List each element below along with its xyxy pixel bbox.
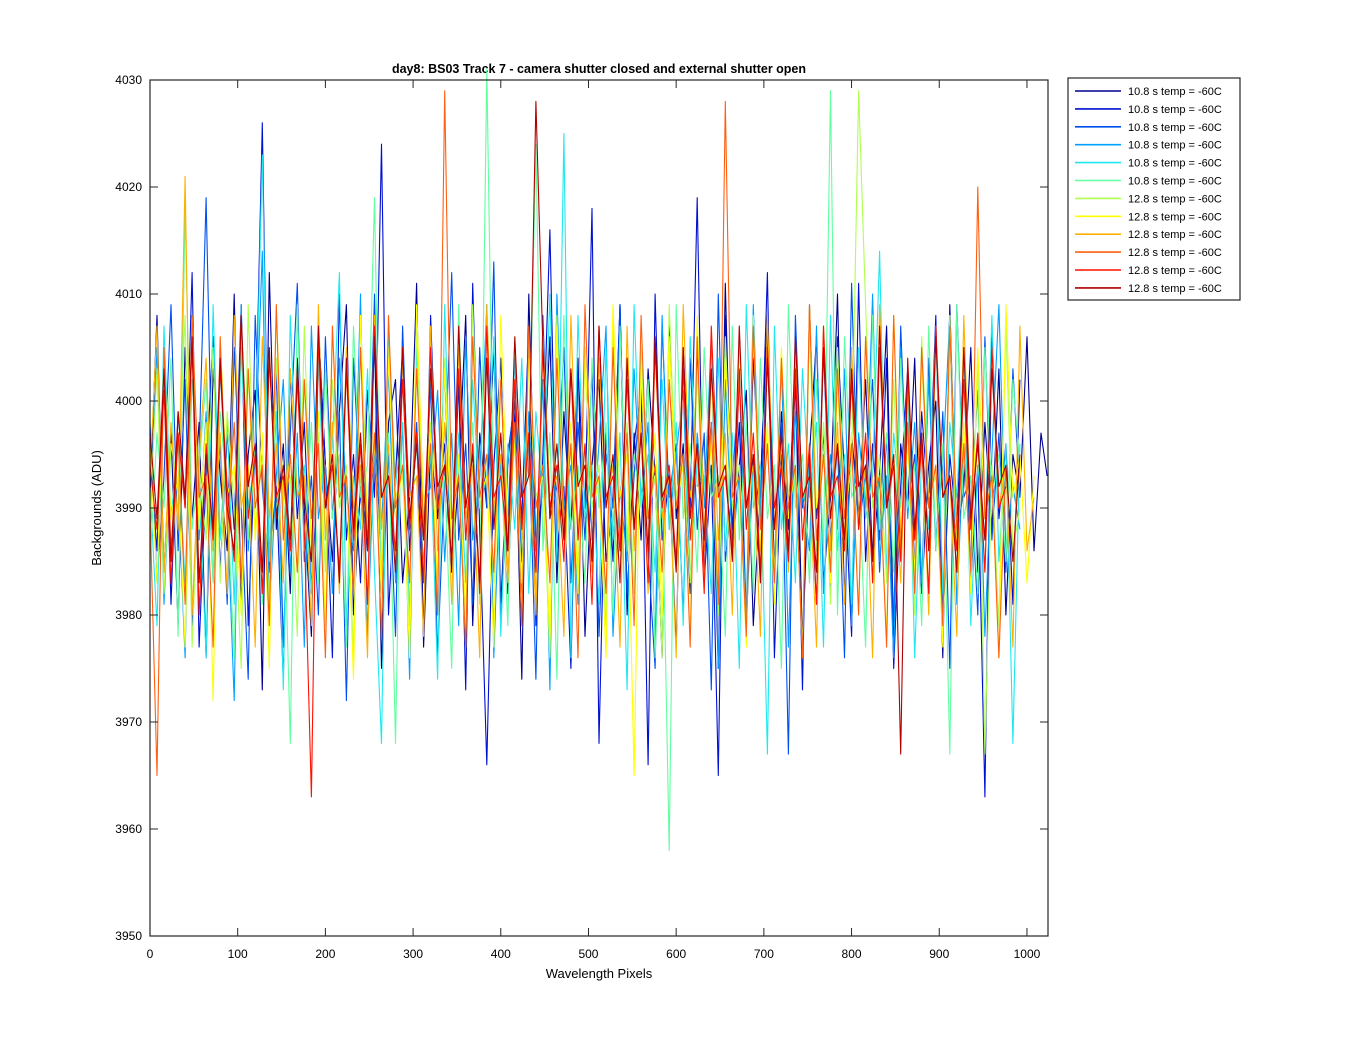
legend-label: 12.8 s temp = -60C bbox=[1128, 193, 1222, 205]
x-tick-label: 1000 bbox=[1014, 947, 1041, 961]
x-tick-label: 800 bbox=[842, 947, 862, 961]
legend-entry[interactable]: 12.8 s temp = -60C bbox=[1075, 265, 1222, 277]
legend[interactable]: 10.8 s temp = -60C 10.8 s temp = -60C 10.8… bbox=[1067, 77, 1241, 301]
x-tick-label: 400 bbox=[491, 947, 511, 961]
legend-entry[interactable]: 12.8 s temp = -60C bbox=[1075, 193, 1222, 205]
y-tick-label: 4030 bbox=[115, 73, 142, 87]
legend-entry[interactable]: 10.8 s temp = -60C bbox=[1075, 104, 1222, 116]
chart-title: day8: BS03 Track 7 - camera shutter clos… bbox=[392, 62, 806, 76]
series-line-12 bbox=[149, 100, 1021, 755]
x-tick-label: 900 bbox=[929, 947, 949, 961]
y-axis-label: Backgrounds (ADU) bbox=[89, 450, 104, 566]
legend-label: 10.8 s temp = -60C bbox=[1128, 140, 1222, 152]
y-tick-label: 3960 bbox=[115, 822, 142, 836]
legend-entry[interactable]: 10.8 s temp = -60C bbox=[1075, 86, 1222, 98]
legend-entry[interactable]: 12.8 s temp = -60C bbox=[1075, 283, 1222, 295]
legend-label: 12.8 s temp = -60C bbox=[1128, 265, 1222, 277]
x-tick-label: 600 bbox=[666, 947, 686, 961]
x-tick-label: 700 bbox=[754, 947, 774, 961]
y-tick-label: 4010 bbox=[115, 287, 142, 301]
series-layer bbox=[149, 68, 1048, 851]
legend-items: 10.8 s temp = -60C 10.8 s temp = -60C 10.8… bbox=[1075, 86, 1222, 295]
legend-label: 10.8 s temp = -60C bbox=[1128, 104, 1222, 116]
y-tick-label: 3970 bbox=[115, 715, 142, 729]
x-tick-label: 200 bbox=[315, 947, 335, 961]
legend-entry[interactable]: 10.8 s temp = -60C bbox=[1075, 158, 1222, 170]
ticks-layer: 0 100 200 300 400 500 600 700 800 900 1000 3950 3960… bbox=[115, 73, 1048, 961]
legend-entry[interactable]: 12.8 s temp = -60C bbox=[1075, 229, 1222, 241]
y-tick-label: 3980 bbox=[115, 608, 142, 622]
legend-entry[interactable]: 10.8 s temp = -60C bbox=[1075, 140, 1222, 152]
y-tick-label: 4020 bbox=[115, 180, 142, 194]
legend-label: 10.8 s temp = -60C bbox=[1128, 158, 1222, 170]
legend-entry[interactable]: 10.8 s temp = -60C bbox=[1075, 122, 1222, 134]
x-tick-label: 100 bbox=[228, 947, 248, 961]
series-line-3 bbox=[149, 197, 1021, 755]
x-axis-label: Wavelength Pixels bbox=[546, 966, 653, 981]
x-tick-label: 0 bbox=[147, 947, 154, 961]
legend-label: 12.8 s temp = -60C bbox=[1128, 211, 1222, 223]
legend-box bbox=[1067, 77, 1241, 301]
legend-entry[interactable]: 10.8 s temp = -60C bbox=[1075, 176, 1222, 188]
legend-label: 12.8 s temp = -60C bbox=[1128, 247, 1222, 259]
y-tick-label: 4000 bbox=[115, 394, 142, 408]
y-tick-label: 3990 bbox=[115, 501, 142, 515]
x-tick-label: 500 bbox=[578, 947, 598, 961]
legend-label: 12.8 s temp = -60C bbox=[1128, 229, 1222, 241]
x-tick-label: 300 bbox=[403, 947, 423, 961]
legend-label: 10.8 s temp = -60C bbox=[1128, 86, 1222, 98]
y-tick-label: 3950 bbox=[115, 929, 142, 943]
legend-label: 12.8 s temp = -60C bbox=[1128, 283, 1222, 295]
legend-label: 10.8 s temp = -60C bbox=[1128, 176, 1222, 188]
legend-entry[interactable]: 12.8 s temp = -60C bbox=[1075, 247, 1222, 259]
legend-label: 10.8 s temp = -60C bbox=[1128, 122, 1222, 134]
legend-entry[interactable]: 12.8 s temp = -60C bbox=[1075, 211, 1222, 223]
